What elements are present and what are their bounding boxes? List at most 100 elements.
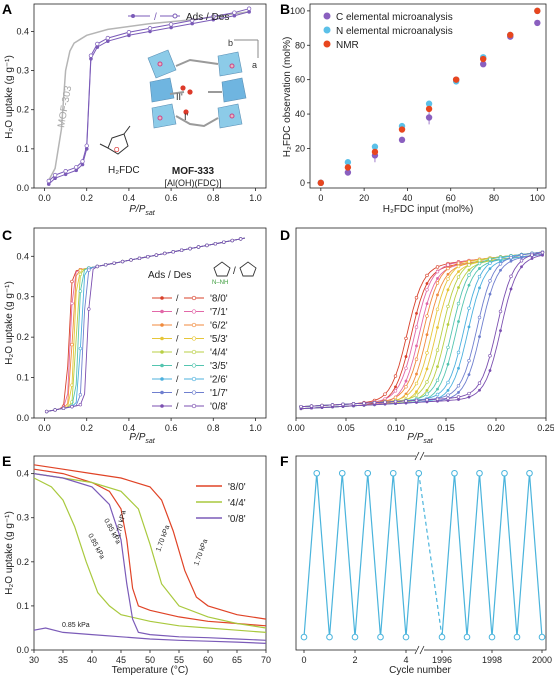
des-point — [105, 35, 110, 41]
ads-point — [247, 10, 251, 14]
point-c-7 — [87, 268, 91, 272]
point-d-des-2 — [435, 281, 440, 285]
x-tick-label: 100 — [530, 193, 545, 203]
legend-marker — [160, 377, 164, 381]
legend-slash: / — [176, 334, 179, 344]
cycle-point — [377, 633, 384, 641]
panel-label-e: E — [2, 453, 11, 469]
cycle-point — [538, 633, 546, 641]
legend-label: '0/8' — [210, 402, 228, 413]
panel-label-f: F — [280, 453, 289, 469]
point-d-des-8 — [351, 402, 356, 406]
annotation-08-085: 0.85 kPa — [62, 622, 90, 629]
point-d-des-8 — [477, 381, 482, 385]
point-c-8 — [146, 255, 150, 259]
legend-slash-a: / — [154, 12, 157, 23]
x-tick-label: 60 — [446, 193, 456, 203]
point-c-2 — [70, 342, 74, 347]
point-d-des-6 — [456, 350, 461, 355]
legend-marker — [191, 403, 197, 409]
point-d-des-3 — [425, 351, 429, 355]
legend-marker — [160, 336, 164, 341]
plot-area-a — [33, 3, 267, 189]
isotherm-d-ads-1 — [300, 253, 543, 410]
ads-point — [106, 39, 110, 43]
des-point — [88, 53, 94, 58]
plot-area-b — [309, 3, 547, 189]
ads-point — [127, 33, 131, 38]
point-d-des-6 — [435, 392, 440, 397]
des-isotherm-line — [48, 8, 250, 182]
legend-slash: / — [176, 307, 179, 317]
point-d-des-0 — [404, 336, 408, 341]
panel-label-b: B — [280, 1, 290, 17]
point-d-des-3 — [435, 307, 440, 311]
legend-marker — [191, 363, 197, 368]
x-tick-label: 0 — [318, 193, 323, 203]
point-c-7 — [78, 393, 83, 397]
point-d-ads-4 — [467, 268, 471, 272]
isotherm-d-des-8 — [300, 252, 543, 408]
cycle-point — [402, 633, 410, 641]
point-2 — [480, 55, 487, 63]
y-tick-label: 100 — [290, 6, 305, 16]
point-d-des-8 — [330, 403, 335, 407]
x-tick-label: 2 — [352, 655, 357, 665]
point-2 — [344, 164, 352, 171]
point-d-des-3 — [404, 394, 408, 398]
cycle-point — [476, 469, 483, 477]
point-c-1 — [70, 301, 74, 306]
panel-label-a: A — [2, 1, 12, 17]
y-tick-label: 0.1 — [16, 601, 29, 611]
ylabel-a: H₂O uptake (g g⁻¹) — [4, 55, 15, 139]
plot-area-d — [295, 227, 547, 419]
point-d-des-8 — [530, 253, 534, 257]
point-d-des-0 — [414, 296, 419, 300]
point-d-ads-8 — [467, 395, 471, 399]
point-c-8 — [137, 256, 142, 261]
legend-label: '8/0' — [210, 294, 228, 305]
x-tick-label: 35 — [58, 655, 68, 665]
legend-slash-c: / — [233, 266, 236, 277]
point-c-8 — [87, 307, 91, 311]
isotherm-d-ads-3 — [300, 253, 543, 410]
legend-marker — [191, 309, 197, 314]
legend-label: '7/1' — [210, 307, 228, 318]
point-d-ads-6 — [488, 267, 492, 271]
point-c-8 — [154, 253, 159, 257]
point-d-des-2 — [404, 385, 408, 389]
cycle-break-connector — [418, 473, 443, 638]
des-point — [84, 143, 89, 148]
cycle-point — [438, 633, 446, 641]
cycle-point — [526, 469, 533, 477]
legend-slash: / — [176, 293, 179, 303]
tga-curve-5 — [33, 473, 267, 641]
point-d-ads-7 — [478, 335, 481, 339]
point-d-ads-7 — [509, 259, 513, 263]
legend-marker — [160, 390, 164, 395]
plot-area-f — [295, 455, 547, 651]
ads-point — [190, 21, 194, 26]
xlabel-a: P/Psat — [129, 204, 156, 217]
legend-label: '1/7' — [210, 388, 228, 399]
series-a — [46, 6, 252, 186]
y-tick-label: 80 — [295, 40, 305, 50]
cycle-point — [488, 633, 496, 641]
point-d-des-3 — [467, 260, 471, 264]
legend-c: / '8/0' / '7/1' / '6/2' / '5/3' / '4/4' / '3/5' / '2/… — [152, 293, 228, 413]
point-d-des-2 — [446, 266, 450, 271]
point-d-des-4 — [414, 393, 419, 397]
point-d-ads-8 — [541, 253, 544, 257]
point-d-ads-0 — [415, 312, 418, 315]
axis-break-mark — [419, 645, 425, 655]
point-d-ads-8 — [457, 398, 460, 401]
point-c-8 — [104, 263, 108, 267]
x-tick-label: 1.0 — [249, 423, 262, 433]
point-c-8 — [61, 406, 66, 410]
isotherm-d-ads-0 — [300, 253, 543, 410]
point-d-des-8 — [435, 397, 440, 401]
legend-label: '4/4' — [210, 348, 228, 359]
legend-e: '8/0' '4/4' '0/8' — [196, 482, 246, 525]
point-d-des-7 — [509, 255, 513, 260]
ads-isotherm-line — [48, 11, 250, 185]
